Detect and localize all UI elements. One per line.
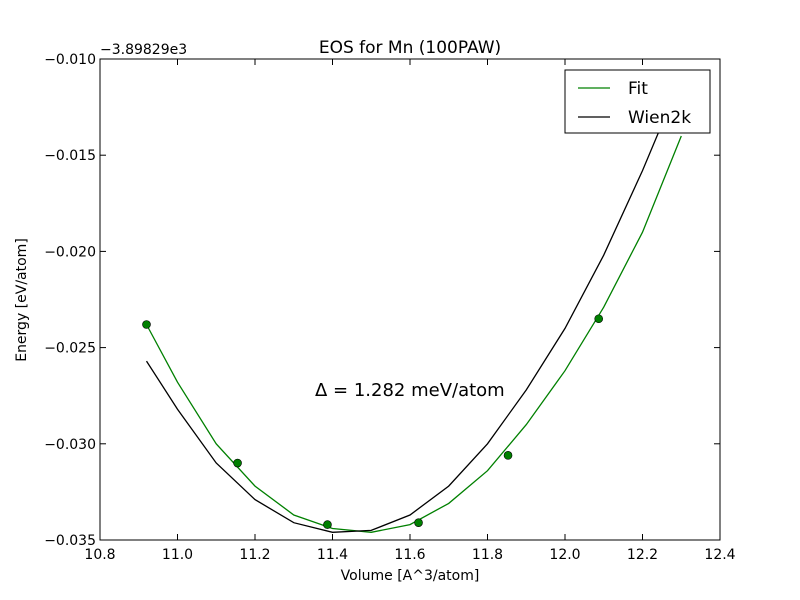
delta-annotation: Δ = 1.282 meV/atom	[315, 380, 505, 401]
legend-label-wien2k: Wien2k	[628, 108, 691, 128]
legend: Fit Wien2k	[564, 69, 711, 134]
x-tick-label: 11.8	[472, 547, 503, 563]
x-tick-label: 11.6	[394, 547, 425, 563]
x-tick-label: 12.2	[627, 547, 658, 563]
chart-title: EOS for Mn (100PAW)	[319, 38, 501, 58]
y-offset-label: −3.89829e3	[100, 42, 187, 58]
y-tick-label: −0.010	[44, 52, 96, 68]
y-tick-label: −0.030	[44, 437, 96, 453]
y-axis-label: Energy [eV/atom]	[14, 238, 30, 362]
y-tick-label: −0.035	[44, 533, 96, 549]
y-tick-label: −0.020	[44, 244, 96, 260]
series-layer	[142, 124, 682, 533]
data-point-fit	[594, 314, 604, 324]
x-tick-label: 11.4	[317, 547, 348, 563]
y-tick-label: −0.015	[44, 148, 96, 164]
legend-box	[564, 69, 711, 134]
x-axis-label: Volume [A^3/atom]	[341, 568, 480, 584]
legend-label-fit: Fit	[628, 79, 648, 99]
x-tick-label: 11.0	[162, 547, 193, 563]
data-point-fit	[323, 520, 332, 529]
x-axis: 10.8 11.0 11.2 11.4 11.6 11.8 12.0 12.2 12.4	[84, 59, 736, 563]
series-line-fit	[145, 135, 682, 533]
x-tick-label: 12.0	[549, 547, 580, 563]
data-point-fit	[414, 518, 423, 527]
x-tick-label: 10.8	[84, 547, 115, 563]
series-line-wien2k	[145, 124, 663, 533]
data-point-fit	[142, 320, 151, 329]
x-tick-label: 11.2	[239, 547, 270, 563]
x-tick-label: 12.4	[704, 547, 735, 563]
data-point-fit	[233, 458, 242, 468]
data-point-fit	[503, 451, 513, 460]
y-tick-label: −0.025	[44, 341, 96, 357]
y-axis: −0.035 −0.030 −0.025 −0.020 −0.015 −0.010	[44, 52, 720, 549]
